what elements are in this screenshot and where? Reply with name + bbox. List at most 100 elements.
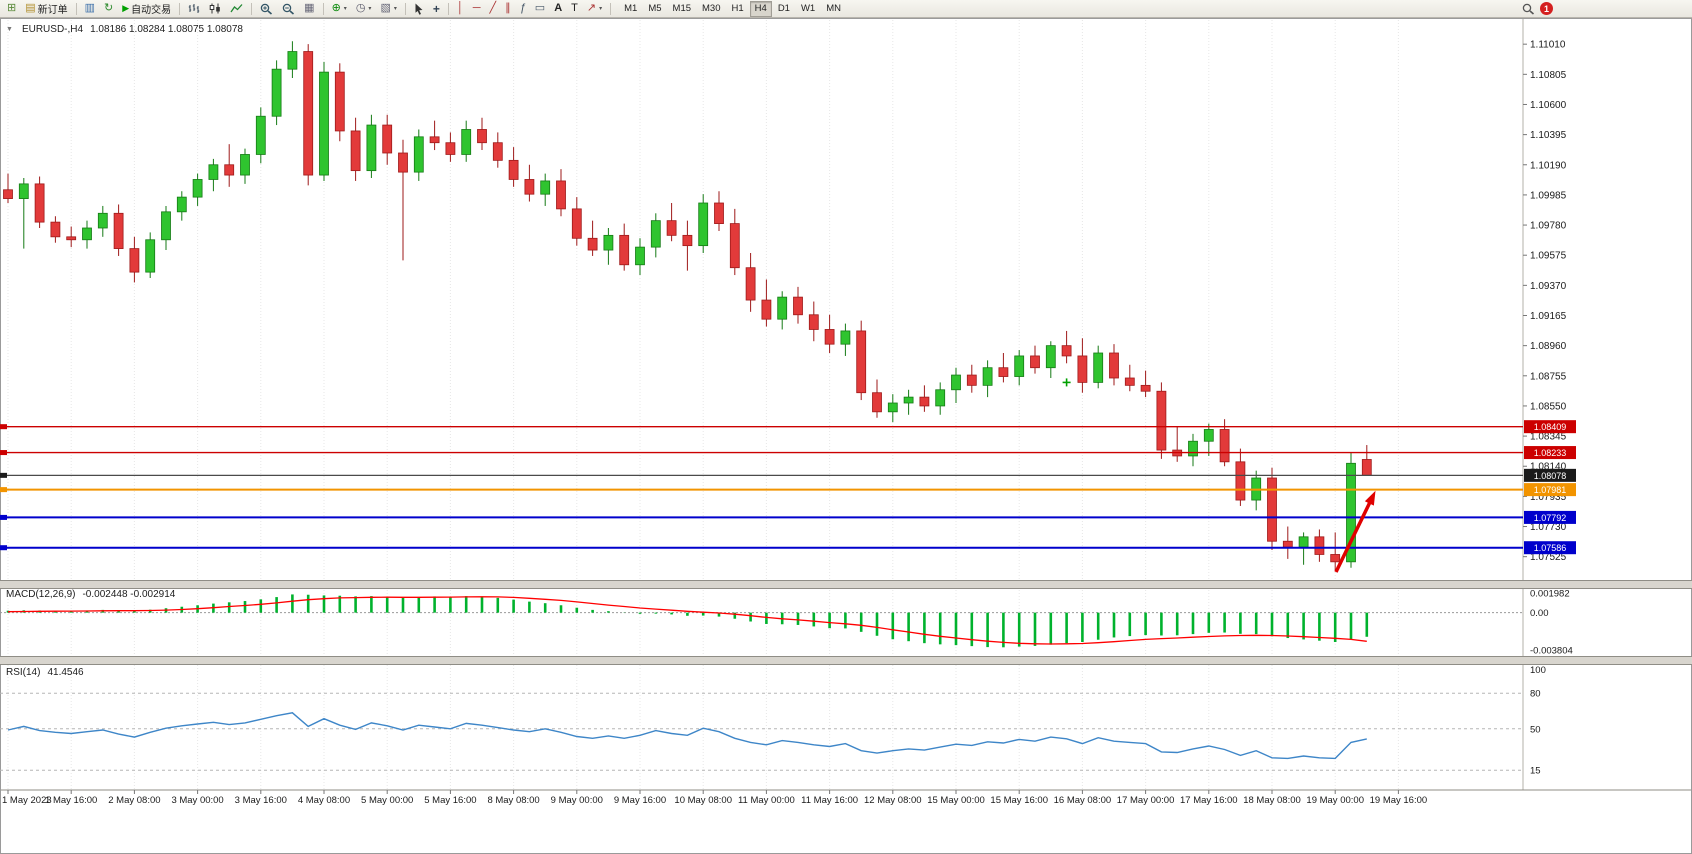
trendline-button[interactable]: ╱: [486, 0, 501, 17]
arrow-annotation[interactable]: [1334, 497, 1374, 573]
candle-body: [3, 189, 13, 199]
timeframes-menu-button[interactable]: ◷ ▾: [352, 0, 376, 17]
candle-body: [1109, 352, 1119, 379]
arrows-button[interactable]: ↗ ▾: [583, 0, 606, 17]
candle: [745, 253, 756, 312]
bar-chart-button[interactable]: [184, 0, 204, 17]
candle: [540, 173, 551, 206]
rsi-axis-label: 80: [1530, 689, 1541, 700]
candle: [729, 208, 740, 276]
toolbar-separator: [75, 2, 77, 15]
charts-button[interactable]: ▥: [81, 0, 99, 17]
shapes-button[interactable]: ▭: [531, 0, 549, 17]
time-axis-label: 1 May 16:00: [45, 795, 97, 806]
timeframe-MN-button[interactable]: MN: [826, 3, 841, 14]
time-axis-label: 3 May 16:00: [235, 795, 287, 806]
toolbar-separator: [610, 2, 612, 15]
indicators-icon: ⊕: [331, 2, 341, 14]
text-button[interactable]: A: [550, 0, 566, 17]
zoom-in-button[interactable]: [256, 0, 277, 17]
fibonacci-button[interactable]: ƒ: [516, 0, 530, 17]
pane-separator-macd-rsi[interactable]: [0, 656, 1692, 665]
trendline-icon: ╱: [489, 2, 497, 14]
channel-icon: ∥: [505, 2, 511, 14]
notification-badge[interactable]: 1: [1540, 2, 1553, 15]
price-tag: [1524, 446, 1576, 460]
text-label-button[interactable]: T: [567, 0, 582, 17]
timeframe-M30-button[interactable]: M30: [702, 3, 721, 14]
price-axis-label: 1.08755: [1530, 371, 1567, 382]
candle-body: [1156, 390, 1167, 451]
candle: [1330, 532, 1341, 571]
timeframe-M5-button[interactable]: M5: [648, 3, 662, 14]
bar-chart-icon: [188, 4, 200, 13]
cursor-icon: [415, 3, 423, 15]
time-axis-label: 15 May 00:00: [927, 795, 985, 806]
candle-body: [856, 330, 867, 394]
price-axis-label: 1.09985: [1530, 190, 1567, 201]
candle-body: [461, 129, 472, 155]
timeframe-W1-button[interactable]: W1: [800, 3, 816, 14]
timeframe-H1-button[interactable]: H1: [731, 3, 744, 14]
timeframe-H4-button[interactable]: H4: [749, 0, 772, 17]
level-left-marker: [0, 545, 7, 551]
level-left-marker: [0, 472, 7, 478]
time-axis-label: 17 May 16:00: [1180, 795, 1238, 806]
candle-body: [366, 124, 377, 172]
line-chart-button[interactable]: [226, 0, 247, 17]
channel-button[interactable]: ∥: [501, 0, 515, 17]
candle: [587, 220, 598, 256]
zoom-in-icon: [260, 3, 273, 15]
candle-body: [224, 164, 235, 176]
time-axis-label: 9 May 00:00: [551, 795, 603, 806]
pane-separator-main-macd[interactable]: [0, 580, 1692, 589]
price-axis-label: 1.08960: [1530, 341, 1567, 352]
horizontal-line-button[interactable]: ─: [469, 0, 485, 17]
time-axis-label: 1 May 2023: [2, 795, 52, 806]
time-axis-label: 11 May 16:00: [801, 795, 858, 806]
candle-body: [429, 136, 440, 144]
candle: [255, 107, 266, 164]
time-axis-label: 17 May 00:00: [1117, 795, 1175, 806]
rsi-value: 41.4546: [47, 667, 84, 678]
templates-button[interactable]: ▧ ▾: [376, 0, 400, 17]
new-chart-button[interactable]: ⊞: [3, 0, 20, 17]
price-tag: [1524, 468, 1576, 482]
candle-body: [1030, 355, 1040, 369]
price-axis-label: 1.08140: [1530, 462, 1567, 473]
candle: [935, 382, 946, 415]
charts-icon: ▥: [84, 2, 96, 14]
tile-windows-button[interactable]: ▦: [300, 0, 318, 17]
macd-axis-label: 0.001982: [1530, 589, 1570, 600]
price-axis-label: 1.10190: [1530, 160, 1567, 171]
refresh-button[interactable]: ↻: [100, 0, 117, 17]
time-axis-label: 10 May 08:00: [674, 795, 732, 806]
crosshair-button[interactable]: +: [429, 0, 444, 17]
level-left-marker: [0, 487, 7, 493]
candle-body: [698, 202, 709, 247]
candle: [1267, 467, 1277, 551]
indicators-button[interactable]: ⊕ ▾: [328, 0, 351, 17]
cursor-button[interactable]: [410, 0, 428, 17]
arrow-annotation-head[interactable]: [1364, 490, 1376, 506]
candlestick-chart-button[interactable]: [205, 0, 225, 17]
zoom-out-button[interactable]: [278, 0, 299, 17]
auto-trading-button[interactable]: ▶ 自动交易: [118, 0, 175, 17]
price-tag: [1524, 510, 1576, 524]
search-button[interactable]: [1518, 0, 1539, 17]
level-left-marker: [0, 450, 7, 456]
candle-body: [34, 183, 45, 223]
timeframe-D1-button[interactable]: D1: [777, 3, 790, 14]
candle: [287, 41, 298, 78]
timeframe-M1-button[interactable]: M1: [624, 3, 638, 14]
vertical-line-button[interactable]: │: [453, 0, 468, 17]
rsi-indicator-label: RSI(14): [6, 667, 41, 678]
collapse-pane-icon[interactable]: ▼: [6, 26, 13, 33]
candle: [982, 360, 993, 398]
price-tag-label: 1.08409: [1534, 422, 1567, 432]
new-order-button[interactable]: ▤ 新订单: [21, 0, 71, 17]
candle: [461, 120, 472, 162]
candle: [793, 286, 803, 324]
timeframe-M15-button[interactable]: M15: [672, 3, 692, 14]
